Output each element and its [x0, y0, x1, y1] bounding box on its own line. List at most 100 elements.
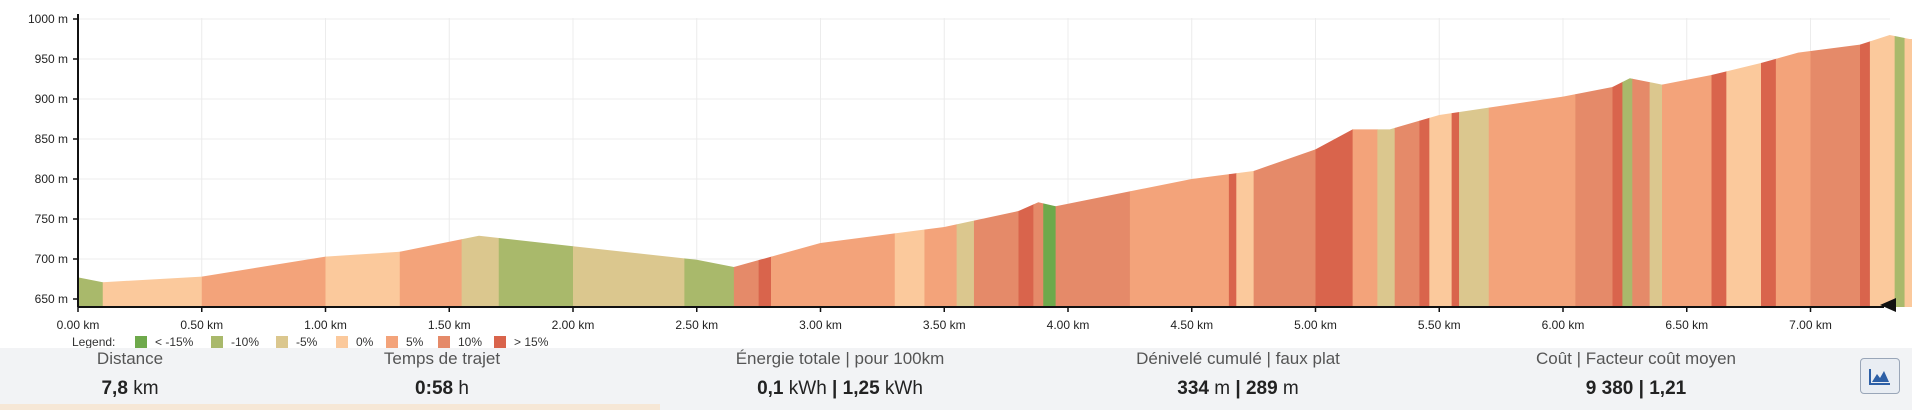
- legend-swatch: [135, 336, 147, 348]
- stat-label: Énergie totale | pour 100km: [735, 349, 945, 368]
- stat-value: 0:58 h: [415, 378, 469, 399]
- chart-tick-labels: 650 m 700 m 750 m 800 m 850 m 900 m 950 m 1000 …: [28, 12, 1832, 332]
- stat-label: Temps de trajet: [383, 349, 501, 368]
- grade-segment: [1394, 35, 1420, 307]
- y-tick-label: 900 m: [35, 92, 68, 106]
- grade-segment: [924, 35, 958, 307]
- grade-segment: [1043, 35, 1057, 307]
- legend-label: -5%: [296, 335, 318, 349]
- stat-value: 334 m | 289 m: [1177, 378, 1299, 399]
- legend-swatch: [211, 336, 223, 348]
- x-tick-label: 3.00 km: [799, 318, 842, 332]
- x-tick-label: 3.50 km: [923, 318, 966, 332]
- legend-swatch: [386, 336, 398, 348]
- y-tick-label: 950 m: [35, 52, 68, 66]
- grade-segment: [1419, 35, 1430, 307]
- grade-segment: [1860, 35, 1871, 307]
- x-tick-label: 4.50 km: [1170, 318, 1213, 332]
- legend-item: 5%: [386, 335, 423, 349]
- x-tick-label: 6.50 km: [1665, 318, 1708, 332]
- grade-segment: [1775, 35, 1811, 307]
- grade-segment: [1033, 35, 1044, 307]
- grade-segment: [573, 35, 685, 307]
- stat-distance: Distance 7,8 km: [0, 348, 310, 400]
- legend-swatch: [438, 336, 450, 348]
- x-tick-label: 0.50 km: [180, 318, 223, 332]
- legend-item: 10%: [438, 335, 482, 349]
- y-tick-label: 650 m: [35, 292, 68, 306]
- end-marker[interactable]: [1880, 298, 1896, 312]
- stat-elevation-gain: Dénivelé cumulé | faux plat 334 m | 289 …: [1058, 348, 1418, 400]
- legend-item: -10%: [211, 335, 259, 349]
- legend-title: Legend:: [72, 335, 116, 349]
- grade-segment: [1228, 35, 1237, 307]
- grade-segment: [733, 35, 760, 307]
- grade-segment: [894, 35, 925, 307]
- y-tick-label: 750 m: [35, 212, 68, 226]
- grade-segment: [1018, 35, 1034, 307]
- legend-item: 0%: [336, 335, 373, 349]
- elevation-chart: 650 m 700 m 750 m 800 m 850 m 900 m 950 m 1000 …: [28, 12, 1912, 332]
- bottom-strip: [0, 404, 660, 410]
- stat-label: Distance: [96, 349, 164, 368]
- grade-segment: [1612, 35, 1623, 307]
- x-tick-label: 2.00 km: [552, 318, 595, 332]
- grade-segment: [758, 35, 772, 307]
- y-tick-label: 850 m: [35, 132, 68, 146]
- grade-segment: [1129, 35, 1230, 307]
- grade-segment: [1253, 35, 1316, 307]
- legend: Legend: < -15% -10% -5% 0% 5% 10% > 15%: [0, 335, 600, 355]
- grade-segment: [1451, 35, 1460, 307]
- grade-segment: [1761, 35, 1777, 307]
- legend-label: > 15%: [514, 335, 549, 349]
- grade-segment: [684, 35, 735, 307]
- legend-item: < -15%: [135, 335, 193, 349]
- grade-segment: [1352, 35, 1378, 307]
- grade-segment: [201, 35, 326, 307]
- legend-label: 10%: [458, 335, 483, 349]
- x-tick-label: 1.00 km: [304, 318, 347, 332]
- grade-segment: [771, 35, 896, 307]
- x-tick-label: 0.00 km: [57, 318, 100, 332]
- grade-segment: [1894, 35, 1906, 307]
- x-tick-label: 5.00 km: [1294, 318, 1337, 332]
- y-tick-label: 800 m: [35, 172, 68, 186]
- x-tick-label: 2.50 km: [675, 318, 718, 332]
- grade-segment: [1632, 35, 1651, 307]
- stats-bar: Distance 7,8 km Temps de trajet 0:58 h É…: [0, 348, 1912, 410]
- grade-segment: [325, 35, 401, 307]
- x-tick-label: 6.00 km: [1542, 318, 1585, 332]
- legend-label: 0%: [356, 335, 374, 349]
- grade-segment: [956, 35, 975, 307]
- y-tick-label: 700 m: [35, 252, 68, 266]
- legend-swatch: [494, 336, 506, 348]
- legend-label: -10%: [231, 335, 260, 349]
- stat-value: 0,1 kWh | 1,25 kWh: [757, 378, 923, 399]
- grade-segment: [973, 35, 1019, 307]
- legend-label: < -15%: [155, 335, 194, 349]
- grade-segment: [498, 35, 574, 307]
- legend-swatch: [336, 336, 348, 348]
- grade-segment: [1575, 35, 1613, 307]
- stat-label: Coût | Facteur coût moyen: [1535, 349, 1736, 368]
- grade-segment: [1810, 35, 1861, 307]
- grade-segment: [1429, 35, 1453, 307]
- stat-cost: Coût | Facteur coût moyen 9 380 | 1,21: [1456, 348, 1816, 400]
- grade-segment: [399, 35, 463, 307]
- mountain-chart-icon: [1869, 369, 1890, 385]
- grade-segment: [1055, 35, 1131, 307]
- stat-energy: Énergie totale | pour 100km 0,1 kWh | 1,…: [660, 348, 1020, 400]
- legend-label: 5%: [406, 335, 424, 349]
- y-tick-label: 1000 m: [28, 12, 68, 26]
- stat-value: 7,8 km: [101, 378, 159, 399]
- grade-segment: [1869, 35, 1896, 307]
- grade-segment: [78, 35, 104, 307]
- elevation-profile-button[interactable]: [1860, 358, 1900, 394]
- grade-segments: [78, 35, 1912, 307]
- grade-segment: [1622, 35, 1633, 307]
- x-tick-label: 1.50 km: [428, 318, 471, 332]
- stat-travel-time: Temps de trajet 0:58 h: [262, 348, 622, 400]
- grade-segment: [102, 35, 203, 307]
- grade-segment: [1904, 35, 1912, 307]
- grade-segment: [1236, 35, 1255, 307]
